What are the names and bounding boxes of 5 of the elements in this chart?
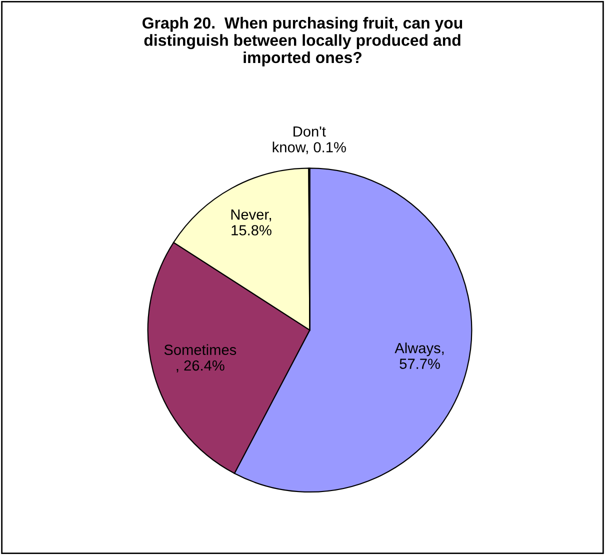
slice-label: Don't know, 0.1% — [272, 126, 346, 154]
slice-label: Never, 15.8% — [231, 210, 272, 236]
slice-label: Always, 57.7% — [394, 342, 444, 369]
chart-title: Graph 20. When purchasing fruit, can you distinguish between locally produced and imported ones? — [142, 16, 462, 66]
slice-label: Sometimes , 26.4% — [164, 344, 236, 372]
